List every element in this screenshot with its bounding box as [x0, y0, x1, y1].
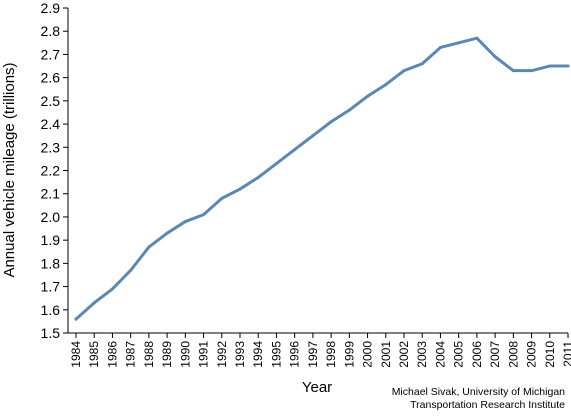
data-point	[457, 41, 461, 45]
x-tick-label: 1987	[124, 341, 138, 368]
x-tick-label: 2006	[470, 341, 484, 368]
data-point	[165, 231, 169, 235]
data-point	[566, 64, 570, 68]
series-layer	[74, 36, 570, 321]
credit-note: Michael Sivak, University of Michigan Tr…	[392, 386, 565, 412]
data-point	[511, 69, 515, 73]
x-tick-label: 2001	[379, 341, 393, 368]
y-tick-label: 2.4	[41, 116, 61, 132]
axes	[67, 8, 568, 334]
x-tick-label: 1994	[251, 341, 265, 368]
data-point	[129, 268, 133, 272]
x-tick-label: 2011	[561, 341, 571, 367]
data-point	[530, 69, 534, 73]
data-point	[548, 64, 552, 68]
data-point	[347, 108, 351, 112]
x-tick-label: 2008	[506, 341, 520, 368]
data-point	[220, 196, 224, 200]
x-tick-label: 2010	[543, 341, 557, 368]
data-point	[293, 148, 297, 152]
credit-line-2: Transportation Research Institute	[410, 399, 565, 411]
x-axis-title: Year	[302, 379, 332, 396]
x-tick-label: 2005	[452, 341, 466, 368]
data-point	[202, 213, 206, 217]
x-tick-label: 1984	[69, 341, 83, 368]
y-tick-label: 1.5	[41, 325, 61, 341]
y-tick-label: 1.8	[41, 255, 61, 271]
data-point	[147, 245, 151, 249]
x-tick-label: 2002	[397, 341, 411, 368]
x-tick-label: 1998	[324, 341, 338, 368]
x-tick-label: 1989	[160, 341, 174, 368]
data-point	[92, 301, 96, 305]
y-tick-label: 2.8	[41, 23, 61, 39]
data-point	[493, 55, 497, 59]
x-tick-label: 2009	[525, 341, 539, 368]
x-tick-label: 1990	[178, 341, 192, 368]
data-point	[329, 120, 333, 124]
x-axis-ticks: 1984 1985 1986 1987 1988 1989 1990 1991 1992 1993…	[69, 333, 571, 368]
data-point	[438, 45, 442, 49]
x-tick-label: 1986	[105, 341, 119, 368]
data-point	[238, 187, 242, 191]
x-tick-label: 2004	[433, 341, 447, 368]
series-line	[74, 36, 570, 321]
y-tick-label: 1.9	[41, 232, 61, 248]
y-tick-label: 2.2	[41, 163, 61, 179]
x-tick-label: 2003	[415, 341, 429, 368]
credit-line-1: Michael Sivak, University of Michigan	[391, 386, 565, 398]
x-tick-label: 1997	[306, 341, 320, 368]
data-point	[110, 287, 114, 291]
data-point	[311, 134, 315, 138]
y-tick-label: 1.7	[41, 279, 61, 295]
data-point	[183, 220, 187, 224]
y-tick-label: 1.6	[41, 302, 61, 318]
x-tick-label: 1993	[233, 341, 247, 368]
data-point	[366, 94, 370, 98]
data-point	[384, 83, 388, 87]
data-point	[274, 162, 278, 166]
y-tick-label: 2.0	[41, 209, 61, 225]
x-tick-label: 1995	[269, 341, 283, 368]
data-point	[475, 36, 479, 40]
y-axis-title: Annual vehicle mileage (trillions)	[1, 62, 18, 277]
y-axis-ticks: 1.5 1.6 1.7 1.8 1.9 2.0 2.1 2.2 2.3 2.4 2.5 2.6 2.7 2…	[41, 0, 68, 341]
x-tick-label: 1992	[215, 341, 229, 368]
x-tick-label: 1991	[197, 341, 211, 368]
y-tick-label: 2.5	[41, 93, 61, 109]
x-tick-label: 1988	[142, 341, 156, 368]
x-tick-label: 1985	[87, 341, 101, 368]
y-tick-label: 2.1	[41, 186, 61, 202]
data-point	[420, 62, 424, 66]
y-tick-label: 2.9	[41, 0, 61, 16]
x-tick-label: 2007	[488, 341, 502, 368]
y-tick-label: 2.3	[41, 139, 61, 155]
data-point	[402, 69, 406, 73]
data-point	[74, 317, 78, 321]
x-tick-label: 2000	[361, 341, 375, 368]
data-point	[256, 175, 260, 179]
x-tick-label: 1996	[288, 341, 302, 368]
y-tick-label: 2.7	[41, 46, 61, 62]
x-tick-label: 1999	[342, 341, 356, 368]
y-tick-label: 2.6	[41, 70, 61, 86]
